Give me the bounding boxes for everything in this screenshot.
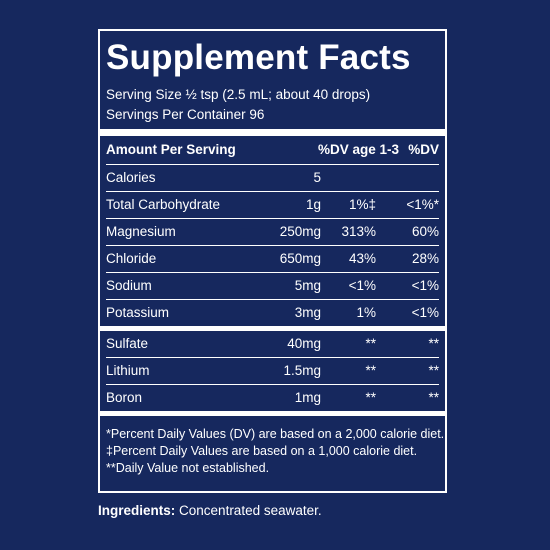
nutrient-amount: 1mg (294, 390, 321, 405)
table-row: Total Carbohydrate 1g 1%‡ <1%* (106, 192, 439, 219)
serving-size: Serving Size ½ tsp (2.5 mL; about 40 dro… (106, 87, 371, 102)
nutrient-dv-age: 1%‡ (348, 197, 376, 212)
nutrient-name: Sulfate (106, 336, 149, 351)
nutrient-amount: 650mg (279, 251, 321, 266)
nutrient-dv-age: ** (365, 390, 376, 405)
nutrient-dv: <1% (411, 305, 439, 320)
nutrient-dv-age: 43% (348, 251, 376, 266)
header-dv: %DV (408, 142, 439, 157)
panel-title: Supplement Facts (106, 38, 411, 77)
table-row: Sodium 5mg <1% <1% (106, 273, 439, 300)
nutrient-dv-age: ** (365, 363, 376, 378)
nutrient-amount: 5 (313, 170, 321, 185)
table-row: Potassium 3mg 1% <1% (106, 300, 439, 326)
nutrient-dv: <1%* (406, 197, 439, 212)
nutrient-dv: ** (428, 363, 439, 378)
ingredients-label: Ingredients: (98, 503, 176, 518)
nutrient-dv: ** (428, 336, 439, 351)
nutrient-name: Boron (106, 390, 143, 405)
nutrient-amount: 1.5mg (283, 363, 321, 378)
footnote-dv-2000: *Percent Daily Values (DV) are based on … (106, 427, 445, 441)
table-row: Lithium 1.5mg ** ** (106, 358, 439, 385)
table-row: Sulfate 40mg ** ** (106, 331, 439, 358)
nutrient-name: Chloride (106, 251, 157, 266)
footnote-dv-not-established: **Daily Value not established. (106, 461, 270, 475)
nutrient-amount: 5mg (294, 278, 321, 293)
nutrient-dv: ** (428, 390, 439, 405)
table-row: Boron 1mg ** ** (106, 385, 439, 411)
ingredients-text: Concentrated seawater. (179, 503, 322, 518)
nutrient-amount: 1g (305, 197, 321, 212)
nutrient-name: Magnesium (106, 224, 176, 239)
nutrient-amount: 3mg (294, 305, 321, 320)
table-header: Amount Per Serving %DV age 1-3 %DV (106, 136, 439, 165)
table-row: Chloride 650mg 43% 28% (106, 246, 439, 273)
footnotes: *Percent Daily Values (DV) are based on … (106, 426, 445, 477)
nutrient-name: Total Carbohydrate (106, 197, 221, 212)
nutrient-name: Sodium (106, 278, 152, 293)
nutrient-dv-age: 313% (341, 224, 376, 239)
nutrient-dv: 28% (411, 251, 439, 266)
nutrient-rows: Calories 5 Total Carbohydrate 1g 1%‡ <1%… (106, 165, 439, 326)
nutrient-name: Calories (106, 170, 156, 185)
header-amount-per-serving: Amount Per Serving (106, 142, 236, 157)
footnote-dv-1000: ‡Percent Daily Values are based on a 1,0… (106, 444, 418, 458)
nutrient-amount: 40mg (287, 336, 321, 351)
nutrient-dv: <1% (411, 278, 439, 293)
nutrient-amount: 250mg (279, 224, 321, 239)
supplement-facts-panel: Supplement Facts Serving Size ½ tsp (2.5… (98, 29, 447, 493)
thick-divider (100, 129, 445, 136)
medium-divider (100, 326, 445, 331)
nutrient-dv-age: 1% (356, 305, 376, 320)
footnote-divider (100, 411, 445, 416)
nutrient-dv-age: ** (365, 336, 376, 351)
nutrient-name: Lithium (106, 363, 150, 378)
ingredients-line: Ingredients: Concentrated seawater. (98, 503, 322, 518)
nutrient-name: Potassium (106, 305, 170, 320)
nutrient-dv: 60% (411, 224, 439, 239)
nutrient-dv-age: <1% (348, 278, 376, 293)
table-row: Magnesium 250mg 313% 60% (106, 219, 439, 246)
servings-per-container: Servings Per Container 96 (106, 107, 265, 122)
table-row: Calories 5 (106, 165, 439, 192)
other-ingredient-rows: Sulfate 40mg ** ** Lithium 1.5mg ** ** B… (106, 331, 439, 411)
header-dv-age: %DV age 1-3 (317, 142, 399, 157)
